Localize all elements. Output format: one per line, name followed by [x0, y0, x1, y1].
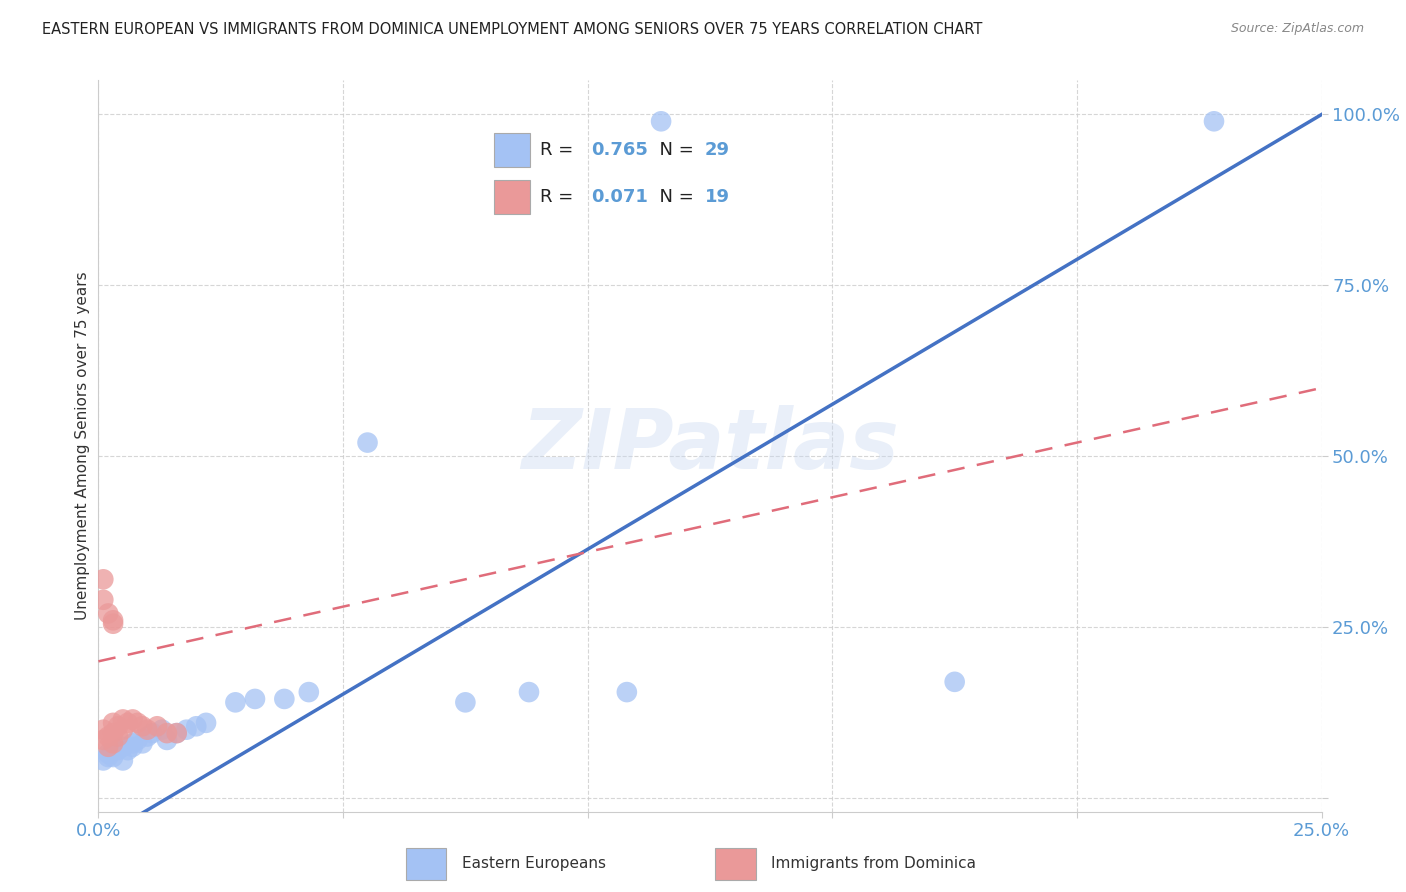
Point	[166, 726, 188, 740]
Point	[1202, 114, 1225, 128]
Point	[117, 743, 139, 757]
Point	[101, 715, 124, 730]
FancyBboxPatch shape	[406, 848, 446, 880]
Point	[127, 715, 149, 730]
Point	[127, 733, 149, 747]
Point	[131, 736, 153, 750]
Point	[176, 723, 198, 737]
Point	[91, 754, 114, 768]
Point	[136, 730, 159, 744]
Text: 29: 29	[704, 141, 730, 160]
Point	[650, 114, 672, 128]
Point	[101, 616, 124, 631]
Point	[454, 695, 477, 709]
Point	[141, 726, 163, 740]
Text: ZIPatlas: ZIPatlas	[522, 406, 898, 486]
Point	[107, 730, 129, 744]
Point	[121, 713, 143, 727]
Point	[186, 719, 208, 733]
Point	[97, 747, 120, 761]
Point	[224, 695, 246, 709]
Point	[97, 739, 120, 754]
Text: Eastern Europeans: Eastern Europeans	[461, 855, 606, 871]
Point	[616, 685, 638, 699]
Point	[166, 726, 188, 740]
Point	[91, 572, 114, 586]
Point	[156, 726, 179, 740]
Point	[91, 723, 114, 737]
Point	[101, 726, 124, 740]
Text: Immigrants from Dominica: Immigrants from Dominica	[770, 855, 976, 871]
Point	[91, 733, 114, 747]
Text: N =: N =	[648, 188, 700, 206]
Point	[101, 750, 124, 764]
Text: N =: N =	[648, 141, 700, 160]
Point	[131, 719, 153, 733]
Point	[97, 750, 120, 764]
FancyBboxPatch shape	[716, 848, 755, 880]
Point	[107, 743, 129, 757]
Point	[356, 435, 378, 450]
Point	[195, 715, 218, 730]
Text: 0.765: 0.765	[592, 141, 648, 160]
FancyBboxPatch shape	[494, 180, 530, 214]
Point	[107, 719, 129, 733]
Text: 19: 19	[704, 188, 730, 206]
Point	[117, 715, 139, 730]
Text: 0.071: 0.071	[592, 188, 648, 206]
Point	[111, 723, 134, 737]
Point	[136, 723, 159, 737]
Point	[111, 713, 134, 727]
Text: R =: R =	[540, 141, 579, 160]
Y-axis label: Unemployment Among Seniors over 75 years: Unemployment Among Seniors over 75 years	[75, 272, 90, 620]
Point	[101, 736, 124, 750]
Point	[517, 685, 540, 699]
Point	[298, 685, 321, 699]
Point	[243, 692, 266, 706]
Text: EASTERN EUROPEAN VS IMMIGRANTS FROM DOMINICA UNEMPLOYMENT AMONG SENIORS OVER 75 : EASTERN EUROPEAN VS IMMIGRANTS FROM DOMI…	[42, 22, 983, 37]
Point	[156, 733, 179, 747]
Point	[943, 674, 966, 689]
Point	[121, 736, 143, 750]
Point	[91, 592, 114, 607]
Point	[111, 739, 134, 754]
Point	[273, 692, 295, 706]
Text: Source: ZipAtlas.com: Source: ZipAtlas.com	[1230, 22, 1364, 36]
Point	[101, 613, 124, 627]
Point	[111, 754, 134, 768]
Point	[97, 730, 120, 744]
FancyBboxPatch shape	[494, 134, 530, 167]
Point	[121, 739, 143, 754]
Text: R =: R =	[540, 188, 579, 206]
Point	[150, 723, 173, 737]
Point	[97, 607, 120, 621]
Point	[146, 719, 169, 733]
